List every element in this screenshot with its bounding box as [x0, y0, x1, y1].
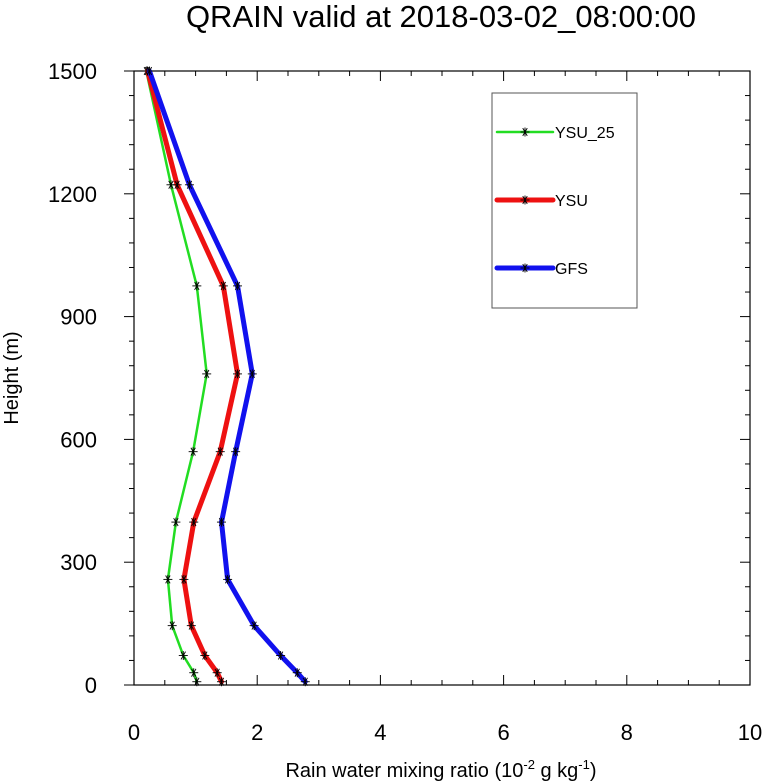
data-point-marker	[231, 447, 241, 457]
data-point-marker	[184, 180, 194, 190]
data-point-marker	[218, 281, 228, 291]
data-point-marker	[300, 677, 310, 687]
data-point-marker	[200, 651, 210, 661]
series-gfs	[144, 66, 310, 687]
legend-item-ysu-25: YSU_25	[495, 125, 615, 142]
x-tick-label: 0	[128, 720, 140, 745]
data-point-marker	[163, 574, 173, 584]
data-point-marker	[144, 66, 154, 76]
y-axis-title: Height (m)	[1, 331, 23, 424]
data-point-marker	[216, 677, 226, 687]
series-ysu-25	[141, 66, 212, 687]
x-tick-label: 4	[374, 720, 386, 745]
data-point-marker	[186, 621, 196, 631]
x-axis-title-suffix: )	[590, 760, 597, 782]
legend-items: YSU_25 YSU GFS	[494, 125, 615, 278]
data-point-marker	[171, 517, 181, 527]
legend-label-ysu: YSU	[555, 193, 588, 210]
x-axis-title-sup2: -1	[578, 757, 590, 772]
data-point-marker	[520, 127, 530, 137]
data-point-marker	[520, 263, 530, 273]
data-point-marker	[178, 651, 188, 661]
series-layer	[141, 66, 310, 687]
data-point-marker	[216, 517, 226, 527]
legend-label-gfs: GFS	[555, 261, 588, 278]
data-point-marker	[167, 621, 177, 631]
data-point-marker	[166, 180, 176, 190]
axis-ticks	[124, 70, 751, 686]
legend-item-ysu: YSU	[494, 193, 588, 210]
x-axis-title-sup1: -2	[523, 757, 535, 772]
y-tick-label: 0	[85, 673, 97, 698]
y-tick-label: 1200	[48, 182, 97, 207]
data-point-marker	[232, 281, 242, 291]
data-point-marker	[249, 621, 259, 631]
data-point-marker	[292, 668, 302, 678]
data-point-marker	[188, 447, 198, 457]
x-axis-title-middle: g kg	[535, 760, 578, 782]
data-point-marker	[192, 281, 202, 291]
data-point-marker	[212, 668, 222, 678]
y-tick-label: 300	[60, 550, 97, 575]
data-point-marker	[247, 369, 257, 379]
legend: YSU_25 YSU GFS	[491, 92, 638, 309]
data-point-marker	[192, 677, 202, 687]
x-tick-label: 10	[738, 720, 762, 745]
chart-title: QRAIN valid at 2018-03-02_08:00:00	[186, 0, 696, 34]
y-tick-label: 600	[60, 427, 97, 452]
x-tick-labels: 0 2 4 6 8 10	[128, 720, 762, 745]
y-tick-label: 1500	[48, 59, 97, 84]
data-point-marker	[189, 517, 199, 527]
x-tick-label: 6	[497, 720, 509, 745]
data-point-marker	[223, 574, 233, 584]
y-tick-label: 900	[60, 305, 97, 330]
x-tick-label: 8	[621, 720, 633, 745]
legend-item-gfs: GFS	[494, 261, 588, 278]
data-point-marker	[215, 447, 225, 457]
y-tick-labels: 0 300 600 900 1200 1500	[48, 59, 97, 698]
data-point-marker	[172, 180, 182, 190]
data-point-marker	[232, 369, 242, 379]
legend-label-ysu-25: YSU_25	[555, 125, 615, 142]
x-tick-label: 2	[251, 720, 263, 745]
data-point-marker	[202, 369, 212, 379]
data-point-marker	[520, 195, 530, 205]
x-axis-title: Rain water mixing ratio (10-2 g kg-1)	[285, 757, 596, 782]
data-point-marker	[189, 668, 199, 678]
data-point-marker	[276, 651, 286, 661]
x-axis-title-prefix: Rain water mixing ratio (10	[285, 760, 523, 782]
data-point-marker	[179, 574, 189, 584]
